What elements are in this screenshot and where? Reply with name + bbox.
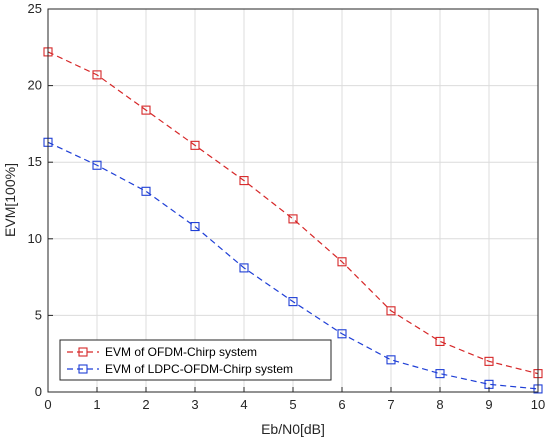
x-tick-label: 5 bbox=[289, 397, 296, 412]
legend-marker bbox=[78, 347, 88, 357]
ticks: 0 1 2 3 4 5 6 7 8 9 10 0 5 10 15 20 25 bbox=[28, 1, 546, 412]
data-point bbox=[92, 70, 102, 80]
series-2 bbox=[43, 137, 543, 394]
data-point bbox=[435, 336, 445, 346]
data-point bbox=[337, 329, 347, 339]
series-1 bbox=[43, 47, 543, 379]
series-layer bbox=[43, 47, 543, 394]
x-tick-label: 1 bbox=[93, 397, 100, 412]
data-point bbox=[92, 160, 102, 170]
data-point bbox=[190, 221, 200, 232]
legend-label: EVM of OFDM-Chirp system bbox=[105, 345, 257, 359]
data-point bbox=[337, 257, 347, 267]
data-point bbox=[484, 356, 494, 366]
y-tick-label: 25 bbox=[28, 1, 42, 16]
grid bbox=[47, 8, 539, 393]
legend-label: EVM of LDPC-OFDM-Chirp system bbox=[105, 362, 293, 376]
x-tick-label: 7 bbox=[387, 397, 394, 412]
legend-marker bbox=[78, 364, 88, 374]
data-point bbox=[239, 263, 249, 273]
legend: EVM of OFDM-Chirp system EVM of LDPC-OFDM… bbox=[59, 339, 332, 381]
y-tick-label: 0 bbox=[35, 384, 42, 399]
data-point bbox=[288, 214, 298, 224]
data-point bbox=[386, 355, 396, 365]
data-point bbox=[288, 297, 298, 307]
x-tick-label: 10 bbox=[531, 397, 545, 412]
data-point bbox=[239, 176, 249, 186]
data-point bbox=[141, 186, 151, 196]
x-tick-label: 2 bbox=[142, 397, 149, 412]
y-tick-label: 5 bbox=[35, 307, 42, 322]
data-point bbox=[386, 306, 396, 316]
legend-item-1: EVM of OFDM-Chirp system bbox=[67, 345, 257, 359]
y-tick-label: 20 bbox=[28, 78, 42, 93]
data-point bbox=[190, 140, 200, 150]
x-tick-label: 4 bbox=[240, 397, 247, 412]
x-tick-label: 8 bbox=[436, 397, 443, 412]
y-axis-title: EVM[100%] bbox=[2, 163, 18, 237]
legend-box bbox=[59, 339, 332, 381]
legend-item-2: EVM of LDPC-OFDM-Chirp system bbox=[67, 362, 293, 376]
y-tick-label: 10 bbox=[28, 231, 42, 246]
x-tick-label: 9 bbox=[485, 397, 492, 412]
data-point bbox=[141, 105, 151, 115]
x-axis-title: Eb/N0[dB] bbox=[261, 421, 325, 437]
x-tick-label: 0 bbox=[44, 397, 51, 412]
series-line bbox=[47, 141, 539, 390]
series-line bbox=[47, 51, 539, 375]
x-tick-label: 3 bbox=[191, 397, 198, 412]
data-point bbox=[435, 369, 445, 379]
x-tick-label: 6 bbox=[338, 397, 345, 412]
y-tick-label: 15 bbox=[28, 154, 42, 169]
